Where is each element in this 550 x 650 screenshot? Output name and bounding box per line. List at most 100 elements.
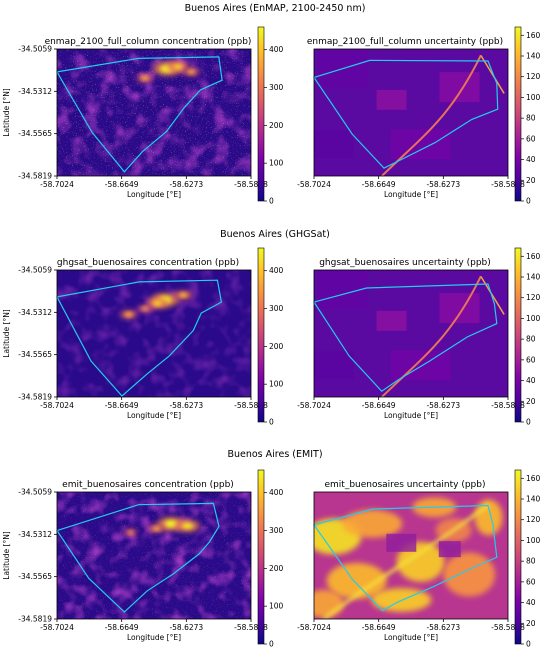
colorbar-tick-label: 120	[526, 293, 541, 302]
colorbar-tick-label: 140	[526, 52, 541, 61]
y-tick-label: -34.5565	[18, 129, 52, 138]
river-feature	[322, 503, 490, 619]
uncertainty-field-4	[326, 562, 387, 599]
plot-frame	[313, 491, 509, 620]
x-tick-label: -58.6273	[169, 623, 203, 632]
y-tick-label: -34.5565	[18, 350, 52, 359]
panel-3: -58.7024 -58.6649 -58.6273 -58.5898 Longitud…	[2, 247, 284, 427]
colorbar-tick-label: 200	[269, 342, 284, 351]
y-tick-label: -34.5312	[18, 87, 52, 96]
background-noise	[57, 492, 251, 619]
x-tick-label: -58.7024	[40, 180, 74, 189]
row-3-title: Buenos Aires (EMIT)	[227, 449, 322, 460]
colorbar-tick-label: 120	[526, 515, 541, 524]
colorbar-tick-label: 0	[526, 197, 531, 206]
colorbar-tick-label: 100	[269, 602, 284, 611]
colorbar-tick-label: 100	[269, 380, 284, 389]
colorbar-tick-label: 160	[526, 31, 541, 40]
channel-feature	[480, 54, 505, 94]
field-patch-5	[376, 89, 407, 110]
y-tick-label: -34.5312	[18, 308, 52, 317]
y-tick-label: -34.5565	[18, 572, 52, 581]
roi-outline	[313, 504, 498, 612]
panel-6: -58.7024 -58.6649 -58.6273 -58.5898 Longitud…	[297, 469, 541, 649]
colorbar-tick-label: 0	[526, 418, 531, 427]
colorbar-tick-label: 60	[526, 355, 536, 364]
colorbar-tick-label: 0	[526, 640, 531, 649]
channel-feature	[480, 275, 505, 315]
colorbar-tick-label: 20	[526, 176, 536, 185]
colorbar	[257, 247, 265, 423]
field-patch-4	[439, 293, 480, 324]
panel-title-emit-concentration: emit_buenosaires concentration (ppb)	[62, 480, 234, 490]
roi-outline	[313, 283, 498, 392]
x-tick-label: -58.7024	[297, 180, 331, 189]
panel-title-ghgsat-concentration: ghgsat_buenosaires concentration (ppb)	[57, 258, 239, 268]
plume-hotspot-5	[141, 306, 149, 311]
plot-panels: -58.7024 -58.6649 -58.6273 -58.5898 Longitud…	[2, 26, 541, 649]
colorbar	[514, 469, 522, 645]
x-tick-label: -58.6649	[362, 401, 396, 410]
x-axis-label: Longitude [°E]	[127, 633, 181, 642]
uncertainty-field-3	[396, 541, 445, 582]
colorbar-tick-label: 200	[269, 121, 284, 130]
x-tick-label: -58.5898	[491, 180, 525, 189]
colorbar	[514, 26, 522, 202]
panel-4: -58.7024 -58.6649 -58.6273 -58.5898 Longitud…	[297, 247, 541, 427]
roi-outline	[313, 59, 499, 169]
colorbar-tick-label: 60	[526, 134, 536, 143]
plot-frame	[313, 269, 509, 398]
x-tick-label: -58.5898	[234, 401, 268, 410]
roi-outline	[56, 502, 220, 613]
y-axis-label: Latitude [°N]	[2, 309, 11, 358]
colorbar-tick-label: 100	[526, 314, 541, 323]
x-axis-label: Longitude [°E]	[127, 190, 181, 199]
x-tick-label: -58.6649	[105, 623, 139, 632]
plume-hotspot-2	[173, 63, 184, 70]
plume-hotspot-3	[141, 75, 149, 81]
colorbar-tick-label: 160	[526, 252, 541, 261]
panel-title-enmap-concentration: enmap_2100_full_column concentration (pp…	[45, 37, 252, 47]
colorbar-tick-label: 300	[269, 526, 284, 535]
uncertainty-field-2	[342, 509, 403, 538]
row-1-title: Buenos Aires (EnMAP, 2100-2450 nm)	[185, 3, 366, 14]
y-tick-label: -34.5819	[18, 615, 52, 624]
y-tick-label: -34.5059	[18, 266, 52, 275]
plume-hotspot-4	[179, 292, 188, 298]
plot-frame	[56, 491, 252, 620]
panel-5: -58.7024 -58.6649 -58.6273 -58.5898 Longitud…	[2, 469, 284, 649]
y-tick-label: -34.5059	[18, 45, 52, 54]
y-axis-label: Latitude [°N]	[2, 88, 11, 137]
colorbar-tick-label: 100	[526, 93, 541, 102]
colorbar-tick-label: 100	[526, 536, 541, 545]
colorbar-tick-label: 160	[526, 474, 541, 483]
y-axis-label: Latitude [°N]	[2, 531, 11, 580]
colorbar	[257, 26, 265, 202]
colorbar-tick-label: 300	[269, 304, 284, 313]
colorbar-tick-label: 60	[526, 577, 536, 586]
plume-hotspot-3	[124, 312, 133, 317]
low-uncertainty-field-2	[438, 541, 461, 558]
heatmap-image	[314, 270, 508, 397]
colorbar-tick-label: 0	[269, 640, 274, 649]
y-tick-label: -34.5312	[18, 530, 52, 539]
heatmap-image	[57, 49, 251, 176]
x-tick-label: -58.6649	[362, 623, 396, 632]
x-tick-label: -58.5898	[234, 623, 268, 632]
colorbar-tick-label: 20	[526, 619, 536, 628]
x-axis-label: Longitude [°E]	[127, 411, 181, 420]
panel-title-emit-uncertainty: emit_buenosaires uncertainty (ppb)	[324, 480, 485, 490]
colorbar-tick-label: 40	[526, 376, 536, 385]
x-tick-label: -58.6273	[426, 401, 460, 410]
colorbar-tick-label: 120	[526, 72, 541, 81]
plume-hotspot-3	[152, 526, 161, 531]
y-tick-label: -34.5059	[18, 488, 52, 497]
colorbar-tick-label: 0	[269, 197, 274, 206]
x-tick-label: -58.7024	[297, 623, 331, 632]
colorbar-tick-label: 100	[269, 159, 284, 168]
x-tick-label: -58.6273	[426, 623, 460, 632]
colorbar-tick-label: 40	[526, 155, 536, 164]
x-axis-label: Longitude [°E]	[384, 633, 438, 642]
roi-outline	[56, 56, 223, 173]
